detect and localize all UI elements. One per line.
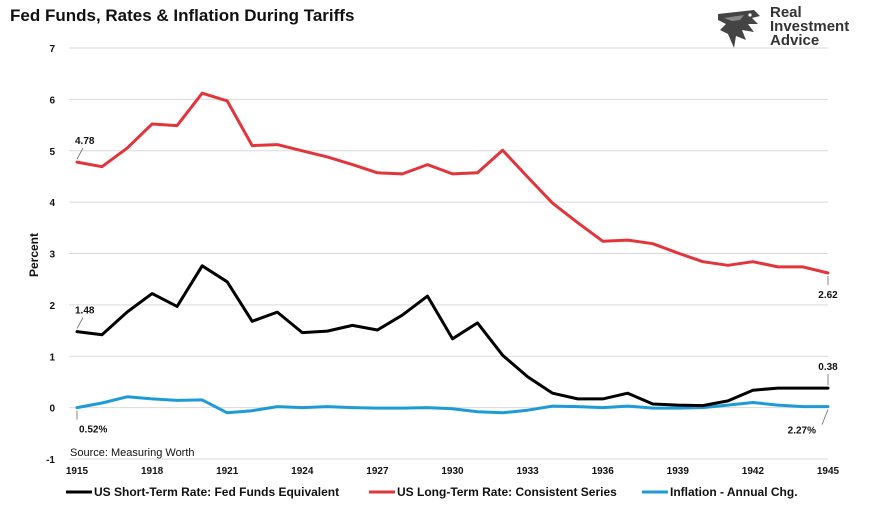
y-tick-label: 0	[49, 404, 55, 415]
y-tick-label: 4	[49, 198, 55, 209]
data-label: 0.38	[818, 362, 838, 373]
data-label: 4.78	[75, 136, 95, 147]
data-label-leader	[76, 317, 84, 329]
legend-label: Inflation - Annual Chg.	[670, 485, 798, 499]
eagle-logo-icon	[718, 10, 760, 48]
data-label: 2.62	[818, 290, 838, 301]
y-tick-label: 7	[49, 44, 55, 55]
x-tick-label: 1927	[366, 466, 389, 477]
series-line	[75, 395, 830, 415]
x-axis-ticks: 1915 1918 1921 1924 1927 1930 1933 1936 1939 1942…	[66, 466, 840, 477]
chart-title: Fed Funds, Rates & Inflation During Tari…	[10, 6, 355, 25]
y-tick-label: 6	[49, 95, 55, 106]
y-tick-label: 3	[49, 250, 55, 261]
legend-label: US Long-Term Rate: Consistent Series	[397, 485, 617, 499]
y-tick-label: 1	[49, 352, 55, 363]
x-tick-label: 1942	[742, 466, 765, 477]
data-label: 0.52%	[79, 425, 107, 436]
brand-name: Real Investment Advice	[770, 4, 850, 49]
x-tick-label: 1945	[817, 466, 840, 477]
brand-line-2: Investment	[770, 18, 850, 35]
y-axis-ticks: -1 0 1 2 3 4 5 6 7	[46, 44, 55, 466]
y-tick-label: 5	[49, 147, 55, 158]
brand-logo: Real Investment Advice	[714, 4, 864, 50]
series-line	[75, 91, 830, 275]
x-tick-label: 1939	[667, 466, 690, 477]
data-label-leader	[821, 409, 829, 425]
brand-line-1: Real	[770, 4, 802, 21]
legend: US Short-Term Rate: Fed Funds Equivalent…	[66, 485, 798, 499]
series-line	[75, 264, 830, 408]
x-tick-label: 1936	[592, 466, 615, 477]
gridlines	[69, 47, 828, 460]
x-tick-label: 1933	[516, 466, 539, 477]
x-tick-label: 1918	[141, 466, 164, 477]
data-labels: 4.78 1.48 0.52% 2.62 0.38 2.27%	[75, 136, 838, 437]
data-label-leader	[76, 147, 84, 160]
x-tick-label: 1930	[441, 466, 464, 477]
y-axis-label: Percent	[27, 233, 41, 277]
series-lines	[75, 91, 830, 415]
brand-line-3: Advice	[770, 32, 820, 49]
x-tick-label: 1924	[291, 466, 314, 477]
x-tick-label: 1915	[66, 466, 89, 477]
data-label: 2.27%	[788, 426, 816, 437]
data-label: 1.48	[75, 306, 95, 317]
legend-label: US Short-Term Rate: Fed Funds Equivalent	[94, 485, 339, 499]
x-tick-label: 1921	[216, 466, 239, 477]
y-tick-label: -1	[46, 455, 55, 466]
source-note: Source: Measuring Worth	[70, 447, 195, 459]
y-tick-label: 2	[49, 301, 55, 312]
